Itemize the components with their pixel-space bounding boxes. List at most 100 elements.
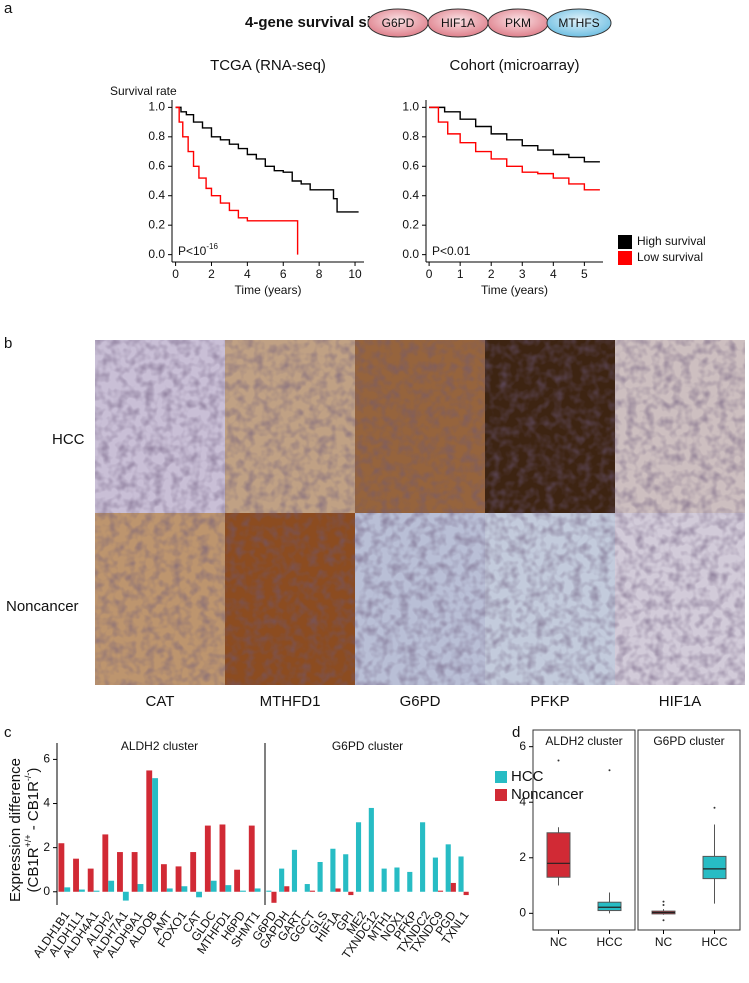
bar xyxy=(117,852,123,892)
outlier xyxy=(662,900,665,903)
survival-curve xyxy=(429,106,600,163)
box xyxy=(702,855,727,880)
bar xyxy=(102,834,109,892)
gene-label: HIF1A xyxy=(441,16,475,30)
y-axis-label: Expression difference xyxy=(7,758,24,902)
y-tick-label: 0 xyxy=(43,884,50,898)
bar xyxy=(196,891,202,898)
row-label: Noncancer xyxy=(6,598,79,615)
tissue-texture xyxy=(95,340,745,685)
y-axis-label-part: ) xyxy=(25,768,42,773)
x-tick-label: 2 xyxy=(208,267,215,281)
bar xyxy=(432,857,438,892)
survival-curve xyxy=(429,106,600,191)
x-axis-label: Time (years) xyxy=(235,283,302,297)
y-tick-label: 0 xyxy=(519,906,526,920)
legend-label: Low survival xyxy=(637,250,703,264)
bar xyxy=(445,844,451,892)
outlier xyxy=(662,904,665,906)
y-tick-label: 0.0 xyxy=(402,247,419,261)
bar xyxy=(73,858,79,892)
outlier xyxy=(557,759,560,762)
panel-label: c xyxy=(4,724,12,741)
y-axis-label: Survival rate xyxy=(110,84,177,98)
bar xyxy=(64,887,71,892)
legend-label: High survival xyxy=(637,234,706,248)
y-tick-label: 0.2 xyxy=(402,217,419,231)
bar xyxy=(225,885,232,892)
y-tick-label: 0.0 xyxy=(148,247,165,261)
bar xyxy=(122,891,129,901)
gene-ellipses: G6PD HIF1A PKM MTHFS xyxy=(367,8,612,38)
bar xyxy=(152,778,159,892)
x-tick-label: 6 xyxy=(280,267,287,281)
bar xyxy=(348,891,354,896)
bar xyxy=(190,852,197,892)
y-tick-label: 2 xyxy=(519,850,526,864)
bar xyxy=(304,884,310,892)
bar xyxy=(166,888,173,892)
column-label: PFKP xyxy=(530,693,569,710)
legend-swatch xyxy=(495,789,507,801)
survival-curve xyxy=(175,106,359,213)
x-tick-label: 3 xyxy=(519,267,526,281)
bar xyxy=(343,854,349,892)
y-tick-label: 0.2 xyxy=(148,217,165,231)
bar xyxy=(240,890,246,892)
y-tick-label: 6 xyxy=(519,739,526,753)
y-tick-label: 0.4 xyxy=(148,188,165,202)
x-tick-label: 10 xyxy=(348,267,362,281)
bar xyxy=(450,882,456,892)
bar xyxy=(368,807,374,892)
y-axis-label-part: +/+ xyxy=(23,834,33,847)
chart-title: ALDH2 cluster xyxy=(545,734,622,748)
gene-label: MTHFS xyxy=(558,16,599,30)
bar xyxy=(58,843,65,892)
survival-curve xyxy=(175,106,299,255)
y-tick-label: 6 xyxy=(43,752,50,766)
bar xyxy=(204,825,211,892)
bar xyxy=(407,871,413,892)
x-tick-label: HCC xyxy=(702,935,728,949)
panel-label: b xyxy=(4,335,12,352)
y-tick-label: 0.8 xyxy=(148,129,165,143)
chart-title: Cohort (microarray) xyxy=(449,57,579,74)
bar xyxy=(266,890,272,892)
x-tick-label: 2 xyxy=(488,267,495,281)
bar xyxy=(458,856,464,892)
bar xyxy=(330,848,336,892)
y-tick-label: 0.8 xyxy=(402,129,419,143)
row-label: HCC xyxy=(52,431,85,448)
annotation-sup: -16 xyxy=(206,242,218,251)
outlier xyxy=(608,769,611,772)
legend-label: Noncancer xyxy=(511,786,584,803)
bar xyxy=(420,822,426,892)
y-axis-label-part: (CB1R xyxy=(25,847,42,892)
legend-swatch xyxy=(495,771,507,783)
bar xyxy=(137,884,144,892)
x-tick-label: 4 xyxy=(244,267,251,281)
outlier xyxy=(713,806,716,809)
y-tick-label: 4 xyxy=(43,796,50,810)
y-tick-label: 1.0 xyxy=(148,100,165,114)
bar xyxy=(234,869,241,892)
bar xyxy=(284,886,290,892)
bar xyxy=(271,891,277,903)
x-tick-label: NC xyxy=(655,935,673,949)
bar xyxy=(394,867,400,892)
bar xyxy=(131,852,138,892)
y-axis-label: (CB1R+/+ - CB1R-/-) xyxy=(23,768,42,893)
panel-label: d xyxy=(512,724,520,741)
x-axis-label: Time (years) xyxy=(481,283,548,297)
y-tick-label: 2 xyxy=(43,840,50,854)
bar xyxy=(181,886,188,892)
x-tick-label: 4 xyxy=(550,267,557,281)
bar xyxy=(219,824,226,892)
x-tick-label: 8 xyxy=(316,267,323,281)
bar xyxy=(463,891,469,896)
x-tick-label: 0 xyxy=(426,267,433,281)
bar xyxy=(335,888,341,892)
frame xyxy=(532,729,636,931)
annotation-text: P<10 xyxy=(178,244,207,258)
gene-shape xyxy=(546,8,612,38)
